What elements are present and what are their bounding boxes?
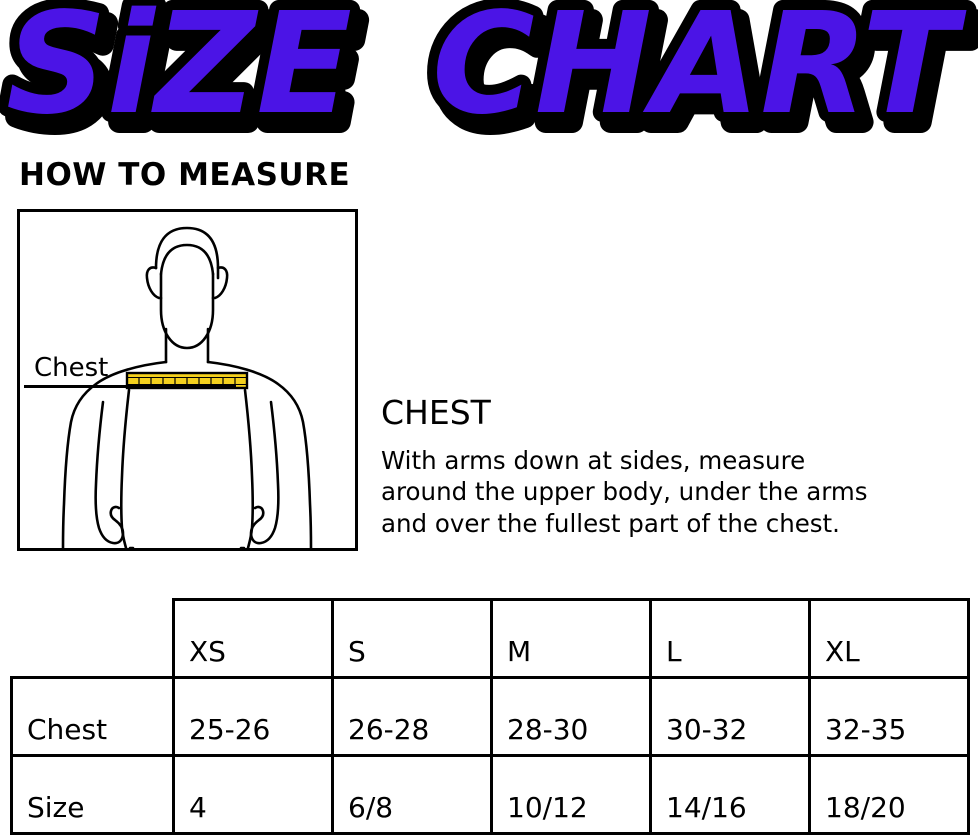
chest-description-body: With arms down at sides, measure around … xyxy=(381,445,971,541)
row-label-chest: Chest xyxy=(10,676,175,757)
chest-description: CHEST With arms down at sides, measure a… xyxy=(381,393,971,541)
title-word-2-shadow: CHART xyxy=(440,0,975,149)
page-title: SiZE CHART SiZE CHART xyxy=(0,0,978,149)
cell-size-l: 14/16 xyxy=(649,754,811,835)
how-to-measure-diagram xyxy=(17,209,358,551)
table-header-l: L xyxy=(649,598,811,679)
measuring-tape-icon xyxy=(125,371,249,390)
cell-chest-xl: 32-35 xyxy=(808,676,970,757)
table-header-row: XS S M L XL xyxy=(12,598,970,679)
how-to-measure-heading: HOW TO MEASURE xyxy=(19,157,351,193)
cell-chest-l: 30-32 xyxy=(649,676,811,757)
table-corner-blank xyxy=(12,600,174,678)
title-word-1: SiZE xyxy=(6,0,352,146)
table-header-m: M xyxy=(490,598,652,679)
cell-size-s: 6/8 xyxy=(331,754,493,835)
cell-size-xs: 4 xyxy=(172,754,334,835)
description-line-3: and over the fullest part of the chest. xyxy=(381,509,840,539)
title-word-1-shadow: SiZE xyxy=(14,0,360,149)
size-table: XS S M L XL Chest 25-26 26-28 28-30 30-3… xyxy=(10,598,970,835)
title-word-2: CHART xyxy=(432,0,967,146)
table-row: Size 4 6/8 10/12 14/16 18/20 xyxy=(10,754,970,835)
table-header-s: S xyxy=(331,598,493,679)
cell-size-m: 10/12 xyxy=(490,754,652,835)
cell-size-xl: 18/20 xyxy=(808,754,970,835)
table-row: Chest 25-26 26-28 28-30 30-32 32-35 xyxy=(10,676,970,757)
cell-chest-m: 28-30 xyxy=(490,676,652,757)
description-line-1: With arms down at sides, measure xyxy=(381,445,806,475)
row-label-size: Size xyxy=(10,754,175,835)
chest-description-title: CHEST xyxy=(381,393,491,432)
male-torso-figure-icon xyxy=(61,226,313,548)
description-line-2: around the upper body, under the arms xyxy=(381,477,868,507)
cell-chest-xs: 25-26 xyxy=(172,676,334,757)
size-chart-title-art: SiZE CHART SiZE CHART xyxy=(0,0,978,149)
table-header-xs: XS xyxy=(172,598,334,679)
table-header-xl: XL xyxy=(808,598,970,679)
cell-chest-s: 26-28 xyxy=(331,676,493,757)
